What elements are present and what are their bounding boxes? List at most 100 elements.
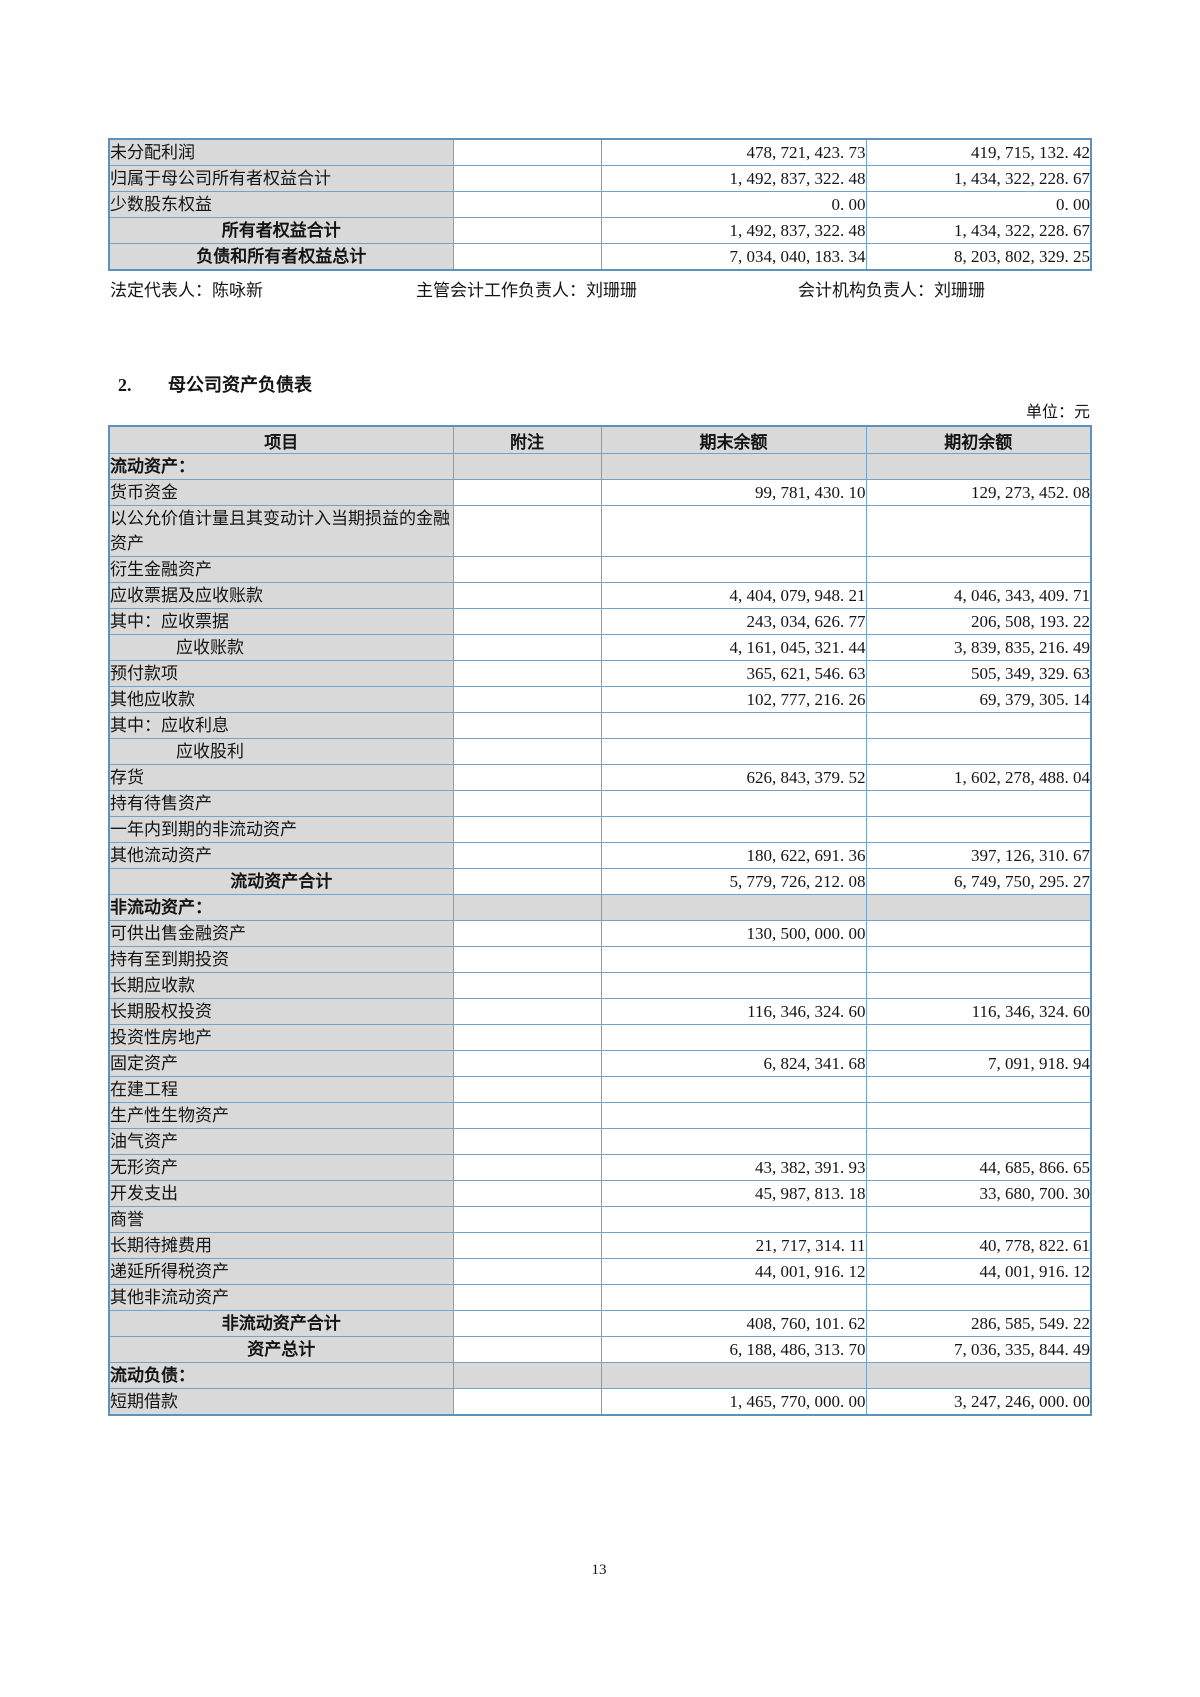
- note-cell: [452, 138, 602, 166]
- note-cell: [452, 556, 602, 583]
- beginning-balance-value: 1, 602, 278, 488. 04: [865, 764, 1092, 791]
- beginning-balance-value: [865, 1102, 1092, 1129]
- ending-balance-value: 1, 492, 837, 322. 48: [600, 217, 867, 244]
- ending-balance-value: [600, 1362, 867, 1389]
- beginning-balance-value: 6, 749, 750, 295. 27: [865, 868, 1092, 895]
- column-header-ending-balance: 期末余额: [600, 425, 867, 454]
- ending-balance-value: [600, 972, 867, 999]
- item-label: 其他非流动资产: [108, 1284, 454, 1311]
- signature-line: 法定代表人：陈咏新 主管会计工作负责人：刘珊珊 会计机构负责人：刘珊珊: [108, 279, 1090, 303]
- beginning-balance-value: 1, 434, 322, 228. 67: [865, 165, 1092, 192]
- note-cell: [452, 738, 602, 765]
- beginning-balance-value: 206, 508, 193. 22: [865, 608, 1092, 635]
- item-label: 持有待售资产: [108, 790, 454, 817]
- ending-balance-value: 45, 987, 813. 18: [600, 1180, 867, 1207]
- ending-balance-value: [600, 1284, 867, 1311]
- table-row: 应收账款 4, 161, 045, 321. 44 3, 839, 835, 216…: [108, 634, 1092, 661]
- note-cell: [452, 1336, 602, 1363]
- note-cell: [452, 1284, 602, 1311]
- ending-balance-value: 4, 404, 079, 948. 21: [600, 582, 867, 609]
- ending-balance-value: 1, 492, 837, 322. 48: [600, 165, 867, 192]
- page-content: 未分配利润 478, 721, 423. 73 419, 715, 132. 42 归…: [108, 138, 1092, 1578]
- column-header-note: 附注: [452, 425, 602, 454]
- table-row: 油气资产: [108, 1128, 1092, 1155]
- ending-balance-value: 180, 622, 691. 36: [600, 842, 867, 869]
- table-row: 生产性生物资产: [108, 1102, 1092, 1129]
- item-label: 少数股东权益: [108, 191, 454, 218]
- beginning-balance-value: 1, 434, 322, 228. 67: [865, 217, 1092, 244]
- table-row: 固定资产 6, 824, 341. 68 7, 091, 918. 94: [108, 1050, 1092, 1077]
- ending-balance-value: [600, 738, 867, 765]
- beginning-balance-value: [865, 556, 1092, 583]
- note-cell: [452, 1128, 602, 1155]
- ending-balance-value: 478, 721, 423. 73: [600, 138, 867, 166]
- note-cell: [452, 894, 602, 921]
- beginning-balance-value: 33, 680, 700. 30: [865, 1180, 1092, 1207]
- section-heading: 2. 母公司资产负债表: [108, 373, 1090, 397]
- beginning-balance-value: [865, 1284, 1092, 1311]
- item-label: 流动资产合计: [108, 868, 454, 895]
- note-cell: [452, 1388, 602, 1416]
- table-row: 长期待摊费用 21, 717, 314. 11 40, 778, 822. 61: [108, 1232, 1092, 1259]
- item-label: 其中：应收票据: [108, 608, 454, 635]
- item-label: 衍生金融资产: [108, 556, 454, 583]
- item-label: 短期借款: [108, 1388, 454, 1416]
- item-label: 应收股利: [108, 738, 454, 765]
- table-row: 货币资金 99, 781, 430. 10 129, 273, 452. 08: [108, 479, 1092, 506]
- table-row: 在建工程: [108, 1076, 1092, 1103]
- table-row: 其中：应收利息: [108, 712, 1092, 739]
- ending-balance-value: [600, 946, 867, 973]
- beginning-balance-value: 286, 585, 549. 22: [865, 1310, 1092, 1337]
- ending-balance-value: [600, 790, 867, 817]
- ending-balance-value: 99, 781, 430. 10: [600, 479, 867, 506]
- item-label: 开发支出: [108, 1180, 454, 1207]
- note-cell: [452, 1024, 602, 1051]
- ending-balance-value: 626, 843, 379. 52: [600, 764, 867, 791]
- note-cell: [452, 1102, 602, 1129]
- beginning-balance-value: [865, 1128, 1092, 1155]
- table-row: 所有者权益合计 1, 492, 837, 322. 48 1, 434, 322, …: [108, 217, 1092, 244]
- item-label: 流动负债：: [108, 1362, 454, 1389]
- column-header-beginning-balance: 期初余额: [865, 425, 1092, 454]
- table-row: 资产总计 6, 188, 486, 313. 70 7, 036, 335, 844…: [108, 1336, 1092, 1363]
- table-row: 未分配利润 478, 721, 423. 73 419, 715, 132. 42: [108, 138, 1092, 166]
- note-cell: [452, 868, 602, 895]
- beginning-balance-value: 4, 046, 343, 409. 71: [865, 582, 1092, 609]
- beginning-balance-value: 44, 001, 916. 12: [865, 1258, 1092, 1285]
- note-cell: [452, 1206, 602, 1233]
- section-number: 2.: [118, 375, 132, 395]
- note-cell: [452, 920, 602, 947]
- beginning-balance-value: [865, 505, 1092, 557]
- note-cell: [452, 191, 602, 218]
- note-cell: [452, 1362, 602, 1389]
- item-label: 非流动资产：: [108, 894, 454, 921]
- ending-balance-value: 43, 382, 391. 93: [600, 1154, 867, 1181]
- item-label: 商誉: [108, 1206, 454, 1233]
- note-cell: [452, 453, 602, 480]
- table-row: 无形资产 43, 382, 391. 93 44, 685, 866. 65: [108, 1154, 1092, 1181]
- beginning-balance-value: [865, 920, 1092, 947]
- note-cell: [452, 217, 602, 244]
- beginning-balance-value: [865, 894, 1092, 921]
- table-row: 归属于母公司所有者权益合计 1, 492, 837, 322. 48 1, 434,…: [108, 165, 1092, 192]
- table-row: 其他非流动资产: [108, 1284, 1092, 1311]
- item-label: 货币资金: [108, 479, 454, 506]
- item-label: 递延所得税资产: [108, 1258, 454, 1285]
- table-row: 其他应收款 102, 777, 216. 26 69, 379, 305. 14: [108, 686, 1092, 713]
- ending-balance-value: 44, 001, 916. 12: [600, 1258, 867, 1285]
- beginning-balance-value: 7, 036, 335, 844. 49: [865, 1336, 1092, 1363]
- item-label: 固定资产: [108, 1050, 454, 1077]
- table-row: 持有至到期投资: [108, 946, 1092, 973]
- table-row: 负债和所有者权益总计 7, 034, 040, 183. 34 8, 203, 80…: [108, 243, 1092, 271]
- item-label: 负债和所有者权益总计: [108, 243, 454, 271]
- note-cell: [452, 1232, 602, 1259]
- beginning-balance-value: [865, 1076, 1092, 1103]
- item-label: 可供出售金融资产: [108, 920, 454, 947]
- ending-balance-value: 130, 500, 000. 00: [600, 920, 867, 947]
- beginning-balance-value: 69, 379, 305. 14: [865, 686, 1092, 713]
- item-label: 应收账款: [108, 634, 454, 661]
- table-row: 长期应收款: [108, 972, 1092, 999]
- table-row: 应收票据及应收账款 4, 404, 079, 948. 21 4, 046, 343…: [108, 582, 1092, 609]
- beginning-balance-value: [865, 790, 1092, 817]
- note-cell: [452, 1076, 602, 1103]
